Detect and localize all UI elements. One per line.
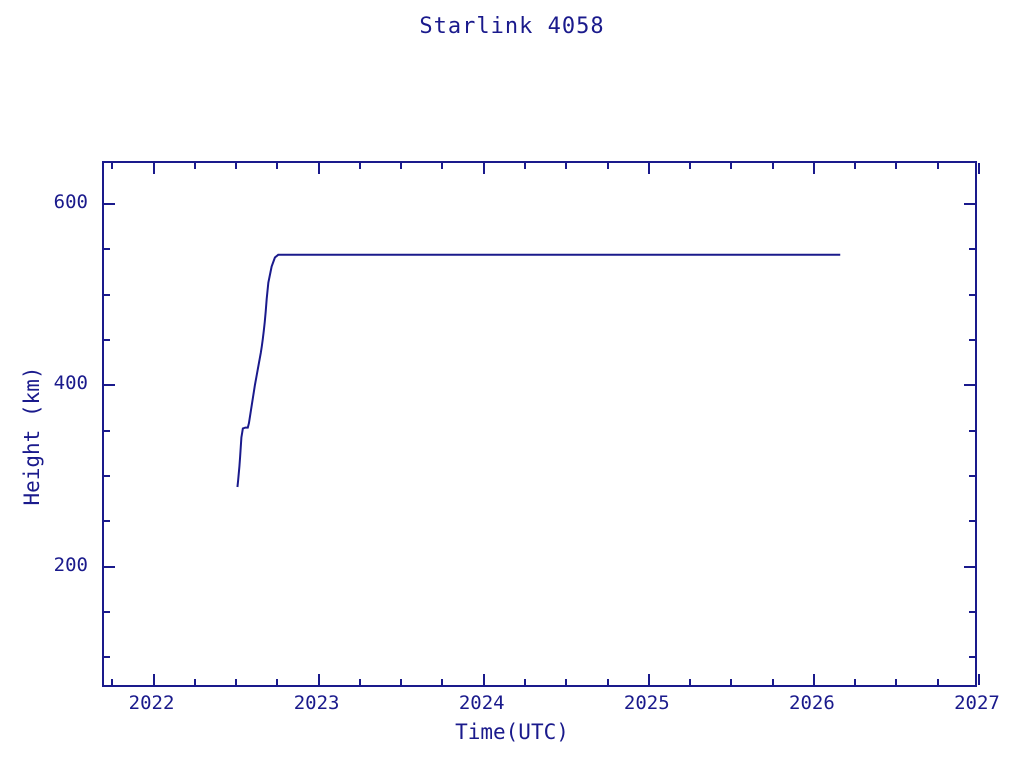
data-series-line (104, 163, 975, 685)
x-tick-minor-bottom (689, 679, 692, 685)
y-tick-minor-left (104, 293, 110, 296)
x-tick-minor-top (400, 163, 403, 169)
x-tick-minor-bottom (358, 679, 361, 685)
x-tick-major-bottom (482, 674, 485, 685)
y-axis-title: Height (km) (20, 366, 44, 506)
x-tick-minor-top (730, 163, 733, 169)
x-axis-tick-label: 2023 (293, 692, 340, 714)
y-tick-minor-left (104, 474, 110, 477)
y-axis-tick-label: 600 (53, 190, 88, 213)
x-tick-minor-top (936, 163, 939, 169)
x-tick-minor-top (689, 163, 692, 169)
plot-inner (104, 163, 980, 685)
x-tick-minor-bottom (111, 679, 114, 685)
x-tick-minor-bottom (193, 679, 196, 685)
x-tick-major-top (482, 163, 485, 174)
x-tick-minor-bottom (854, 679, 857, 685)
x-axis-tick-label: 2027 (954, 692, 1000, 714)
y-tick-minor-right (969, 338, 975, 341)
x-tick-minor-bottom (400, 679, 403, 685)
x-tick-major-bottom (647, 674, 650, 685)
x-tick-major-top (152, 163, 155, 174)
x-tick-minor-top (111, 163, 114, 169)
y-tick-minor-left (104, 610, 110, 613)
x-tick-minor-top (854, 163, 857, 169)
x-tick-minor-bottom (276, 679, 279, 685)
x-tick-minor-top (358, 163, 361, 169)
y-tick-minor-right (969, 248, 975, 251)
y-axis-tick-label: 200 (53, 553, 88, 576)
page-title: Starlink 4058 (419, 14, 605, 39)
x-tick-minor-top (441, 163, 444, 169)
x-axis-tick-label: 2024 (458, 692, 505, 714)
y-tick-minor-right (969, 656, 975, 659)
x-tick-minor-top (235, 163, 238, 169)
x-tick-major-bottom (978, 674, 980, 685)
x-tick-major-bottom (317, 674, 320, 685)
y-tick-minor-left (104, 520, 110, 523)
x-tick-major-bottom (152, 674, 155, 685)
y-tick-major-left (104, 384, 115, 387)
x-axis-title: Time(UTC) (455, 720, 569, 744)
y-tick-minor-left (104, 248, 110, 251)
x-tick-minor-top (276, 163, 279, 169)
y-tick-minor-left (104, 338, 110, 341)
x-axis-tick-label: 2026 (789, 692, 835, 714)
x-tick-minor-top (565, 163, 568, 169)
x-tick-major-bottom (812, 674, 815, 685)
y-tick-minor-left (104, 656, 110, 659)
y-tick-minor-right (969, 474, 975, 477)
x-tick-minor-top (193, 163, 196, 169)
x-tick-minor-bottom (771, 679, 774, 685)
y-axis-tick-label: 400 (53, 372, 88, 395)
x-tick-minor-bottom (936, 679, 939, 685)
plot-area (102, 161, 980, 687)
y-tick-major-right (964, 384, 975, 387)
x-tick-minor-bottom (895, 679, 898, 685)
x-tick-minor-bottom (606, 679, 609, 685)
x-tick-major-top (978, 163, 980, 174)
y-tick-major-right (964, 565, 975, 568)
x-tick-minor-top (771, 163, 774, 169)
x-tick-minor-bottom (523, 679, 526, 685)
y-tick-major-left (104, 202, 115, 205)
x-axis-tick-label: 2025 (623, 692, 670, 714)
x-tick-major-top (317, 163, 320, 174)
x-tick-major-top (812, 163, 815, 174)
x-tick-minor-top (895, 163, 898, 169)
x-tick-minor-bottom (565, 679, 568, 685)
y-tick-major-right (964, 202, 975, 205)
y-tick-minor-right (969, 429, 975, 432)
y-tick-major-left (104, 565, 115, 568)
x-tick-minor-bottom (730, 679, 733, 685)
x-axis-tick-label: 2022 (128, 692, 175, 714)
y-tick-minor-left (104, 429, 110, 432)
x-tick-minor-bottom (235, 679, 238, 685)
x-tick-minor-top (523, 163, 526, 169)
y-tick-minor-right (969, 293, 975, 296)
y-tick-minor-right (969, 610, 975, 613)
y-tick-minor-right (969, 520, 975, 523)
x-tick-minor-bottom (441, 679, 444, 685)
x-tick-minor-top (606, 163, 609, 169)
x-tick-major-top (647, 163, 650, 174)
